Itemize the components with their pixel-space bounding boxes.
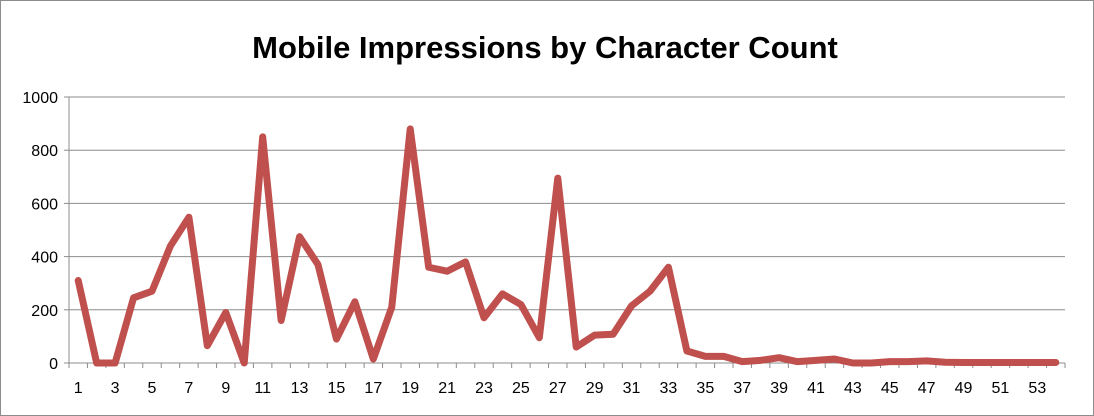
x-tick-label: 21 [438,380,456,397]
x-tick-label: 31 [623,380,641,397]
y-tick-label: 200 [31,303,58,320]
x-tick-label: 49 [955,380,973,397]
x-tick-label: 5 [148,380,157,397]
x-tick-label: 37 [733,380,751,397]
x-tick-label: 1 [74,380,83,397]
x-tick-label: 35 [696,380,714,397]
x-tick-label: 25 [512,380,530,397]
x-tick-label: 11 [254,380,271,397]
x-tick-label: 29 [586,380,604,397]
x-tick-label: 51 [992,380,1010,397]
x-tick-label: 47 [918,380,936,397]
x-tick-label: 33 [660,380,678,397]
y-tick-label: 600 [31,196,58,213]
x-tick-label: 17 [364,380,382,397]
y-tick-label: 0 [49,356,58,373]
y-tick-label: 1000 [22,90,58,107]
chart-title: Mobile Impressions by Character Count [252,30,838,65]
series-line-0 [74,125,1060,367]
x-tick-label: 27 [549,380,567,397]
x-tick-label: 15 [328,380,346,397]
x-tick-label: 13 [291,380,309,397]
x-tick-label: 43 [844,380,862,397]
x-tick-label: 53 [1028,380,1046,397]
x-tick-label: 9 [221,380,230,397]
x-tick-label: 3 [111,380,120,397]
series-layer [74,125,1060,367]
x-tick-label: 41 [807,380,825,397]
x-tick-label: 45 [881,380,899,397]
x-tick-label: 19 [401,380,419,397]
x-tick-label: 23 [475,380,493,397]
x-tick-label: 7 [184,380,193,397]
x-tick-label: 39 [770,380,788,397]
y-tick-label: 400 [31,250,58,267]
y-tick-label: 800 [31,143,58,160]
